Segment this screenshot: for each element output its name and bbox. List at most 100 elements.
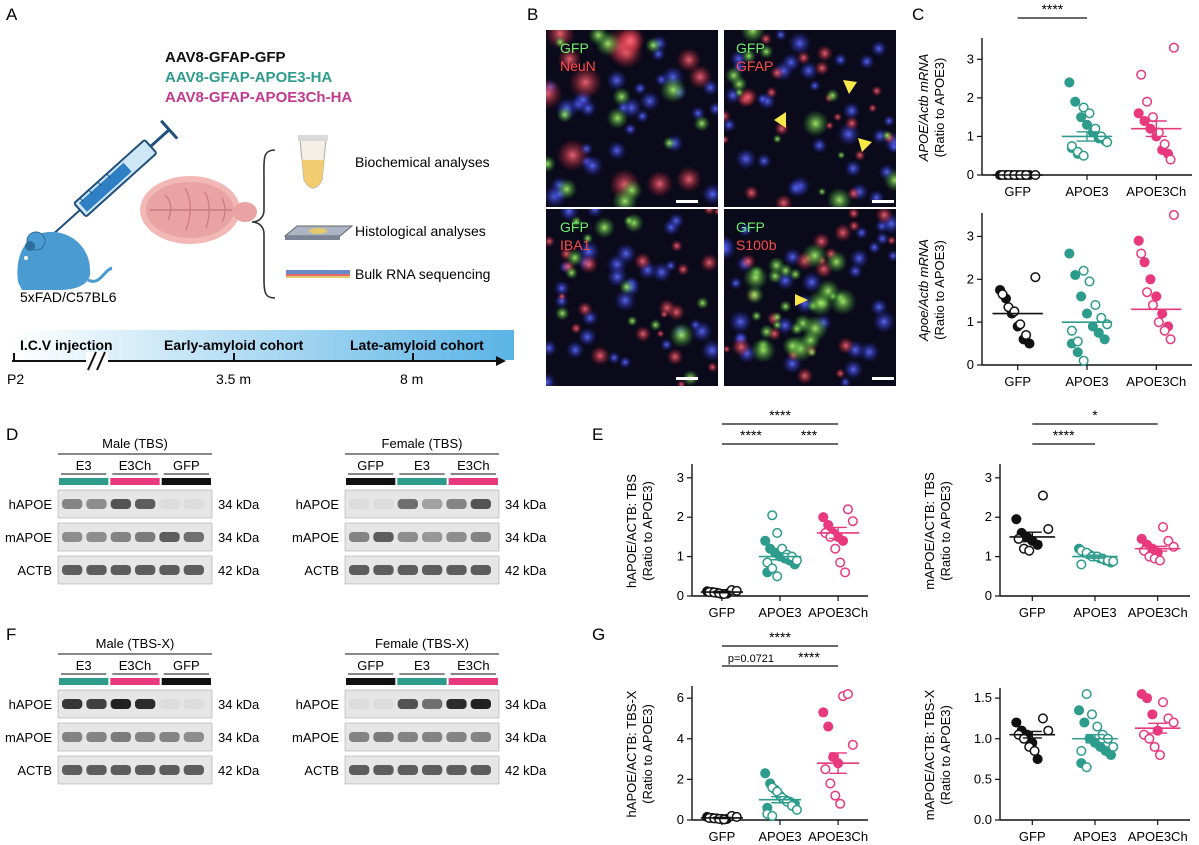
y-axis-label: hAPOE/ACTB: TBS-X bbox=[624, 690, 639, 817]
arrowhead-marker-3 bbox=[858, 138, 872, 152]
data-point bbox=[1165, 154, 1176, 165]
blot-band bbox=[110, 499, 131, 509]
blot-band-label: hAPOE bbox=[9, 497, 53, 512]
data-point bbox=[718, 814, 730, 825]
data-point bbox=[1078, 102, 1089, 113]
nucleus bbox=[847, 263, 864, 279]
panel-b-labels: GFP NeuN GFP GFAP GFP IBA1 GFP S100b bbox=[560, 40, 894, 380]
blot-band bbox=[470, 532, 491, 542]
y-tick-label: 1 bbox=[967, 128, 974, 143]
red-signal bbox=[546, 78, 563, 110]
nucleus bbox=[798, 60, 819, 81]
blot-band bbox=[397, 732, 418, 742]
blot-band bbox=[397, 565, 418, 575]
green-signal bbox=[612, 87, 631, 107]
micro-label-red-4: S100b bbox=[736, 237, 777, 253]
timeline-tick-3-5m: 3.5 m bbox=[216, 371, 251, 387]
significance-label: **** bbox=[740, 427, 762, 443]
green-signal bbox=[740, 30, 766, 43]
blot-band bbox=[86, 565, 107, 575]
blot-group-label: E3 bbox=[414, 458, 430, 473]
nucleus bbox=[842, 359, 864, 380]
green-signal bbox=[825, 88, 840, 103]
red-signal bbox=[724, 344, 731, 354]
data-point bbox=[1090, 299, 1101, 311]
data-point bbox=[1029, 745, 1040, 756]
data-point bbox=[1133, 235, 1144, 246]
green-signal bbox=[626, 315, 638, 327]
nucleus bbox=[708, 101, 718, 117]
red-signal bbox=[854, 149, 866, 161]
blot-band bbox=[470, 699, 491, 709]
blot-band bbox=[86, 532, 107, 542]
blot-band bbox=[86, 765, 107, 775]
blot-group-bar bbox=[346, 478, 396, 485]
x-tick-label: APOE3 bbox=[1073, 829, 1116, 844]
blot-band bbox=[159, 699, 180, 709]
panel-letter-e: E bbox=[592, 425, 603, 444]
significance-label: * bbox=[1092, 407, 1098, 423]
data-point bbox=[1157, 697, 1169, 708]
blot-group-label: GFP bbox=[357, 458, 384, 473]
blot-group-label: E3 bbox=[414, 658, 430, 673]
nucleus bbox=[811, 137, 828, 154]
data-point bbox=[1159, 139, 1170, 150]
chart-c-top: 0 1 2 3 GFP APOE3 APOE3Ch APOE/Actb mRNA (Ratio … bbox=[916, 1, 1192, 199]
y-tick-label: 2 bbox=[677, 509, 684, 524]
green-signal bbox=[570, 215, 583, 228]
timeline-tick-8m: 8 m bbox=[400, 371, 423, 387]
red-signal bbox=[557, 292, 567, 301]
data-point bbox=[772, 571, 783, 582]
scale-bar-4 bbox=[872, 377, 894, 380]
data-point bbox=[1147, 112, 1158, 123]
green-signal bbox=[593, 216, 616, 239]
data-point bbox=[1147, 709, 1158, 720]
blot-kda-label: 42 kDa bbox=[505, 763, 547, 778]
red-signal bbox=[646, 170, 673, 198]
red-signal bbox=[676, 166, 702, 193]
green-signal bbox=[623, 215, 635, 227]
green-signal bbox=[696, 296, 709, 310]
data-point bbox=[1032, 539, 1043, 550]
blot-band-label: hAPOE bbox=[296, 697, 340, 712]
green-signal bbox=[883, 168, 896, 192]
nucleus bbox=[565, 340, 585, 360]
nucleus bbox=[607, 140, 627, 161]
blot-band bbox=[183, 565, 204, 575]
data-point bbox=[1011, 514, 1022, 525]
nucleus bbox=[872, 309, 896, 334]
blot-band bbox=[422, 532, 443, 542]
nucleus bbox=[786, 178, 806, 198]
micro-label-red-1: NeuN bbox=[560, 58, 596, 74]
data-point bbox=[1066, 325, 1077, 336]
nucleus bbox=[858, 53, 875, 70]
nucleus bbox=[756, 92, 769, 106]
green-signal bbox=[745, 285, 765, 305]
data-point bbox=[1142, 287, 1153, 298]
x-tick-label: GFP bbox=[709, 829, 736, 844]
blot-group-bar bbox=[110, 678, 160, 685]
slide-icon bbox=[283, 225, 354, 240]
red-signal bbox=[676, 263, 690, 276]
data-point bbox=[1076, 745, 1087, 756]
data-point bbox=[1070, 269, 1081, 281]
data-point bbox=[1151, 291, 1162, 302]
data-point bbox=[1072, 347, 1083, 358]
nucleus bbox=[546, 372, 557, 386]
data-point bbox=[1021, 329, 1032, 341]
y-tick-label: 2 bbox=[967, 90, 974, 105]
red-signal bbox=[833, 223, 853, 242]
y-axis-label-2: (Ratio to APOE3) bbox=[640, 704, 655, 804]
x-tick-label: APOE3 bbox=[1065, 184, 1108, 199]
scale-bar-3 bbox=[676, 377, 698, 380]
data-point bbox=[830, 790, 841, 801]
y-tick-label: 0 bbox=[967, 357, 974, 372]
red-signal bbox=[769, 65, 785, 81]
western-blots: Male (TBS) E3 E3Ch GFP hAPOE 34 kDa mAPOE 34 kD… bbox=[5, 436, 547, 785]
blot-group-bar bbox=[161, 678, 211, 685]
blot-kda-label: 34 kDa bbox=[505, 697, 547, 712]
blot-band bbox=[422, 732, 443, 742]
x-tick-label: APOE3Ch bbox=[1126, 374, 1186, 389]
green-signal bbox=[881, 129, 893, 141]
data-point bbox=[1073, 705, 1085, 716]
